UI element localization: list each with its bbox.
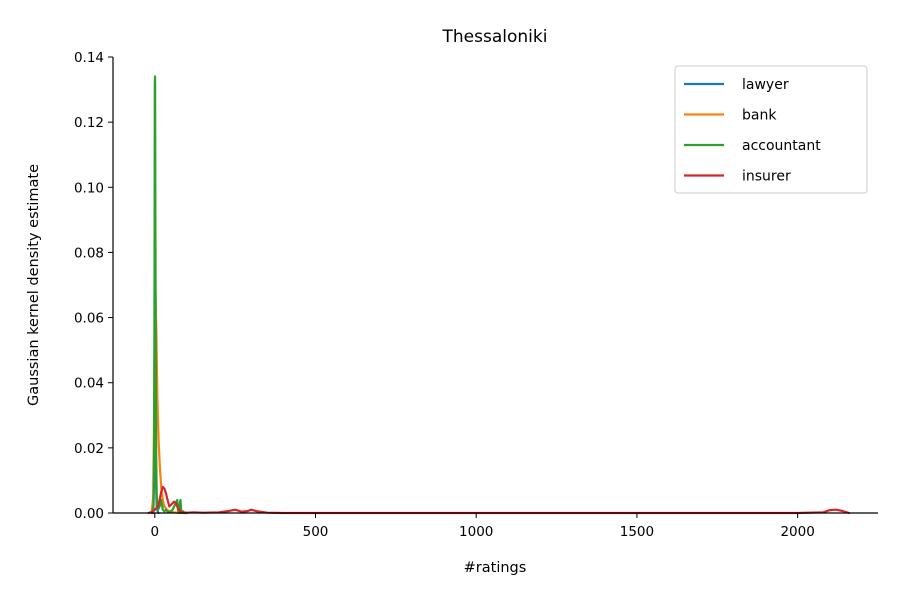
- series-line-accountant: [151, 75, 188, 515]
- series-line-insurer: [147, 485, 851, 515]
- y-tick-label: 0.06: [74, 311, 104, 327]
- legend: lawyer bank accountant insurer: [674, 65, 868, 194]
- y-tick-label: 0.00: [74, 506, 104, 522]
- x-tick-label: 0: [150, 524, 159, 540]
- x-tick-label: 2000: [780, 524, 814, 540]
- y-tick-label: 0.08: [74, 245, 104, 261]
- x-tick-label: 1000: [459, 524, 493, 540]
- x-tick-label: 1500: [620, 524, 654, 540]
- y-axis-ticks: 0.00 0.02 0.04 0.06 0.08 0.10 0.12 0.14: [74, 50, 113, 522]
- y-axis-label: Gaussian kernel density estimate: [26, 164, 42, 406]
- legend-box: [674, 65, 868, 194]
- x-axis-ticks: 0 500 1000 1500 2000: [150, 513, 815, 540]
- y-tick-label: 0.10: [74, 180, 104, 196]
- y-tick-label: 0.14: [74, 50, 104, 66]
- legend-label-insurer: insurer: [742, 169, 791, 185]
- legend-label-bank: bank: [742, 108, 777, 124]
- x-axis-label: #ratings: [464, 560, 527, 576]
- y-tick-label: 0.02: [74, 441, 104, 457]
- y-tick-label: 0.12: [74, 115, 104, 131]
- chart-title: Thessaloniki: [442, 27, 548, 47]
- x-tick-label: 500: [303, 524, 329, 540]
- legend-label-lawyer: lawyer: [742, 77, 789, 93]
- y-tick-label: 0.04: [74, 376, 104, 392]
- legend-label-accountant: accountant: [742, 138, 821, 154]
